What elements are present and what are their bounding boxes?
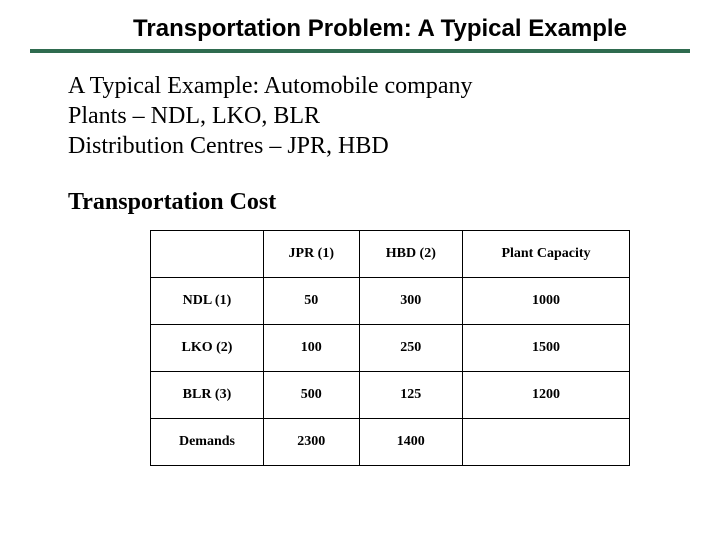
- table-cell: 300: [359, 278, 462, 325]
- table-header-cell: HBD (2): [359, 231, 462, 278]
- section-heading: Transportation Cost: [68, 189, 690, 216]
- table-header-row: JPR (1) HBD (2) Plant Capacity: [151, 231, 630, 278]
- table-cell: 1400: [359, 419, 462, 466]
- intro-line-1: A Typical Example: Automobile company: [68, 71, 690, 101]
- table-row: LKO (2) 100 250 1500: [151, 325, 630, 372]
- table-cell: 1500: [462, 325, 629, 372]
- intro-line-2: Plants – NDL, LKO, BLR: [68, 101, 690, 131]
- table-row: BLR (3) 500 125 1200: [151, 372, 630, 419]
- table-header-cell: [151, 231, 264, 278]
- table-cell: 1000: [462, 278, 629, 325]
- table-header-cell: Plant Capacity: [462, 231, 629, 278]
- page-title: Transportation Problem: A Typical Exampl…: [30, 15, 690, 43]
- table-cell: [462, 419, 629, 466]
- table-cell: 100: [263, 325, 359, 372]
- table-cell: 1200: [462, 372, 629, 419]
- intro-block: A Typical Example: Automobile company Pl…: [68, 71, 690, 161]
- table-cell: 125: [359, 372, 462, 419]
- table-cell: 500: [263, 372, 359, 419]
- table-cell: NDL (1): [151, 278, 264, 325]
- table-cell: 250: [359, 325, 462, 372]
- intro-line-3: Distribution Centres – JPR, HBD: [68, 131, 690, 161]
- cost-table: JPR (1) HBD (2) Plant Capacity NDL (1) 5…: [150, 230, 630, 466]
- table-row: Demands 2300 1400: [151, 419, 630, 466]
- table-cell: LKO (2): [151, 325, 264, 372]
- table-cell: Demands: [151, 419, 264, 466]
- table-cell: 50: [263, 278, 359, 325]
- table-header-cell: JPR (1): [263, 231, 359, 278]
- table-cell: BLR (3): [151, 372, 264, 419]
- table-row: NDL (1) 50 300 1000: [151, 278, 630, 325]
- title-rule: [30, 49, 690, 53]
- table-cell: 2300: [263, 419, 359, 466]
